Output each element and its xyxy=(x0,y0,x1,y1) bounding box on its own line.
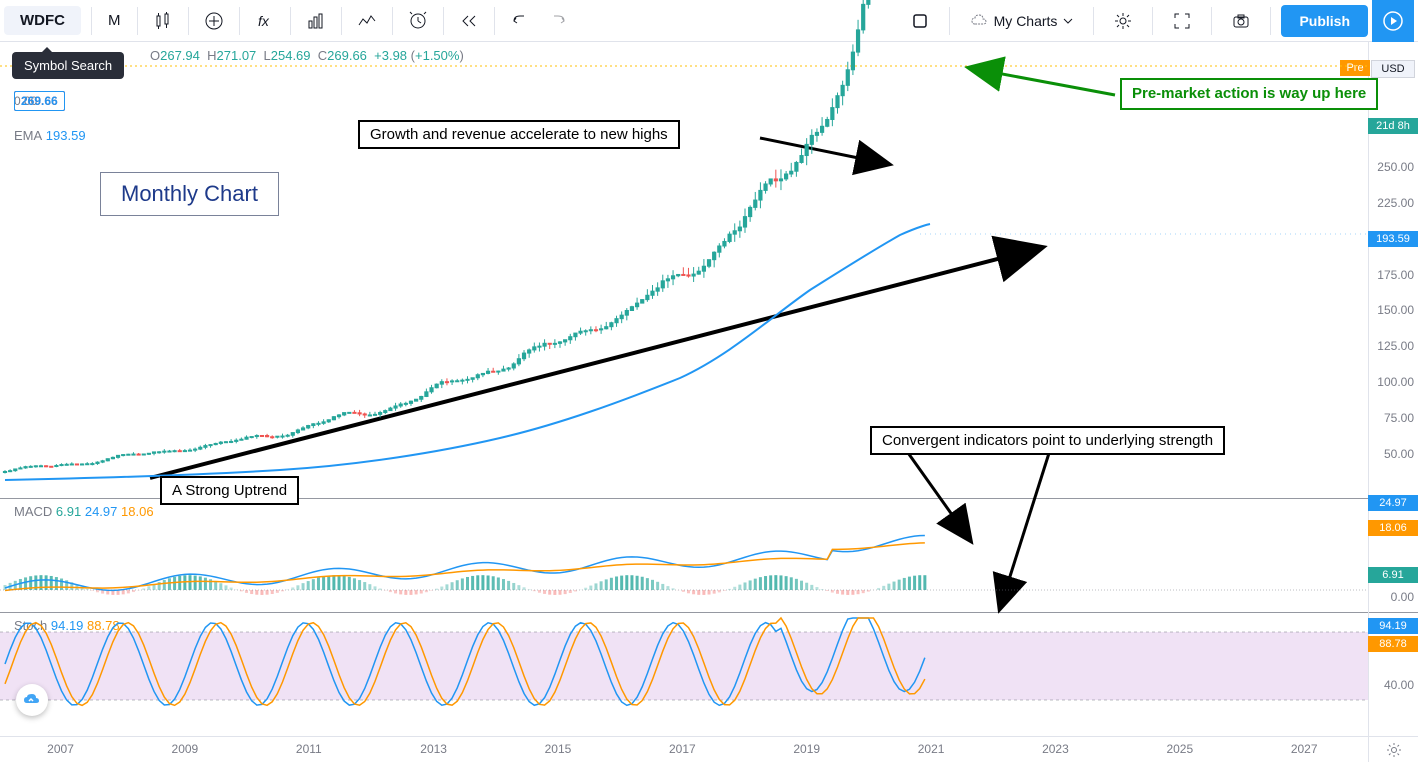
indicators-icon[interactable]: fx xyxy=(246,2,284,40)
chevron-down-icon xyxy=(1063,16,1073,26)
mycharts-dropdown[interactable]: My Charts xyxy=(960,12,1084,30)
premarket-annotation[interactable]: Pre-market action is way up here xyxy=(1120,78,1378,110)
symbol-tooltip: Symbol Search xyxy=(12,52,124,79)
settings-icon[interactable] xyxy=(1104,2,1142,40)
cloud-sync-icon[interactable] xyxy=(16,684,48,716)
svg-text:fx: fx xyxy=(258,13,270,29)
candles-icon[interactable] xyxy=(144,2,182,40)
select-icon[interactable] xyxy=(901,2,939,40)
compare-icon[interactable] xyxy=(195,2,233,40)
play-button[interactable] xyxy=(1372,0,1414,42)
templates-icon[interactable] xyxy=(348,2,386,40)
convergent-annotation[interactable]: Convergent indicators point to underlyin… xyxy=(870,426,1225,455)
financials-icon[interactable] xyxy=(297,2,335,40)
top-toolbar: WDFC M fx My Charts Publish xyxy=(0,0,1418,42)
ohlc-legend: O267.94 H271.07 L254.69 C269.66 +3.98 (+… xyxy=(150,48,464,63)
ema-legend[interactable]: EMA 193.59 xyxy=(14,128,86,143)
undo-icon[interactable] xyxy=(501,2,539,40)
alert-icon[interactable] xyxy=(399,2,437,40)
monthly-chart-label[interactable]: Monthly Chart xyxy=(100,172,279,216)
price-axis[interactable]: USD Pre 21d 8h 250.00225.00193.59175.001… xyxy=(1368,42,1418,736)
mycharts-label: My Charts xyxy=(994,13,1058,29)
time-axis[interactable]: 2007200920112013201520172019202120232025… xyxy=(0,736,1368,762)
currency-label: USD xyxy=(1371,60,1415,78)
publish-button[interactable]: Publish xyxy=(1281,5,1368,37)
countdown-label: 21d 8h xyxy=(1368,118,1418,134)
pre-label: Pre xyxy=(1340,60,1370,76)
redo-icon[interactable] xyxy=(539,2,577,40)
interval-button[interactable]: M xyxy=(98,12,131,29)
uptrend-annotation[interactable]: A Strong Uptrend xyxy=(160,476,299,505)
replay-icon[interactable] xyxy=(450,2,488,40)
macd-legend[interactable]: MACD 6.91 24.97 18.06 xyxy=(14,504,154,519)
growth-annotation[interactable]: Growth and revenue accelerate to new hig… xyxy=(358,120,680,149)
fullscreen-icon[interactable] xyxy=(1163,2,1201,40)
chart-canvas[interactable] xyxy=(0,0,1368,736)
cloud-icon xyxy=(970,12,988,30)
snapshot-icon[interactable] xyxy=(1222,2,1260,40)
ask-badge: 269.66 xyxy=(14,91,65,111)
axis-settings-icon[interactable] xyxy=(1368,736,1418,762)
stoch-legend[interactable]: Stoch 94.19 88.78 xyxy=(14,618,120,633)
symbol-button[interactable]: WDFC xyxy=(4,6,81,35)
